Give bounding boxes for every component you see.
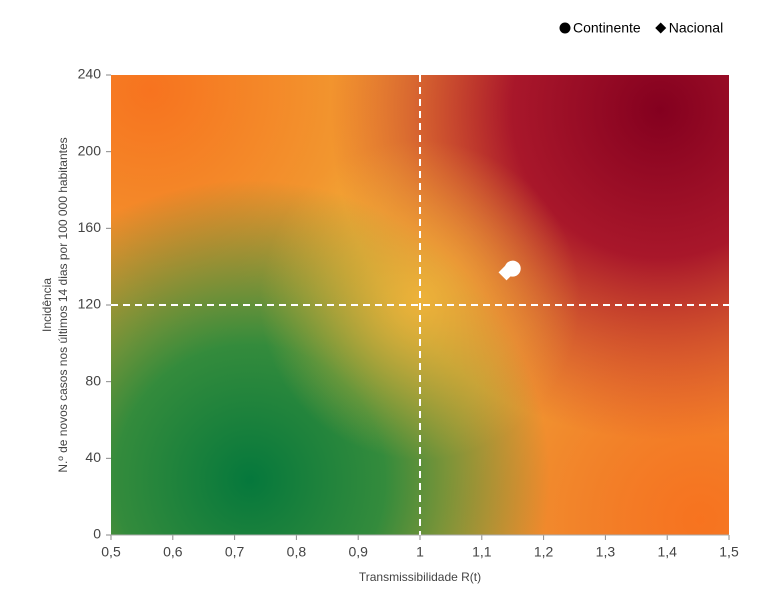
y-axis-label: N.º de novos casos nos últimos 14 dias p… xyxy=(56,137,70,472)
y-axis-label: Incidência xyxy=(40,278,54,332)
x-tick-label: 1 xyxy=(416,544,424,560)
x-tick-label: 1,2 xyxy=(534,544,554,560)
y-tick-label: 0 xyxy=(93,526,101,542)
y-tick-label: 160 xyxy=(78,219,102,235)
data-point xyxy=(504,260,521,277)
y-tick-label: 80 xyxy=(85,372,101,388)
x-tick-label: 1,4 xyxy=(657,544,677,560)
x-tick-label: 1,5 xyxy=(719,544,739,560)
x-tick-label: 1,3 xyxy=(596,544,616,560)
legend-label: Continente xyxy=(573,20,641,36)
y-tick-label: 120 xyxy=(78,296,102,312)
x-axis-label: Transmissibilidade R(t) xyxy=(359,570,481,584)
x-tick-label: 0,9 xyxy=(348,544,368,560)
legend-label: Nacional xyxy=(669,20,723,36)
legend-marker xyxy=(655,22,667,34)
y-tick-label: 40 xyxy=(85,449,101,465)
y-tick-label: 240 xyxy=(78,66,102,82)
x-tick-label: 0,8 xyxy=(287,544,307,560)
x-tick-label: 1,1 xyxy=(472,544,492,560)
legend-marker xyxy=(559,22,571,34)
x-tick-label: 0,6 xyxy=(163,544,183,560)
y-tick-label: 200 xyxy=(78,142,102,158)
x-tick-label: 0,5 xyxy=(101,544,121,560)
x-tick-label: 0,7 xyxy=(225,544,245,560)
